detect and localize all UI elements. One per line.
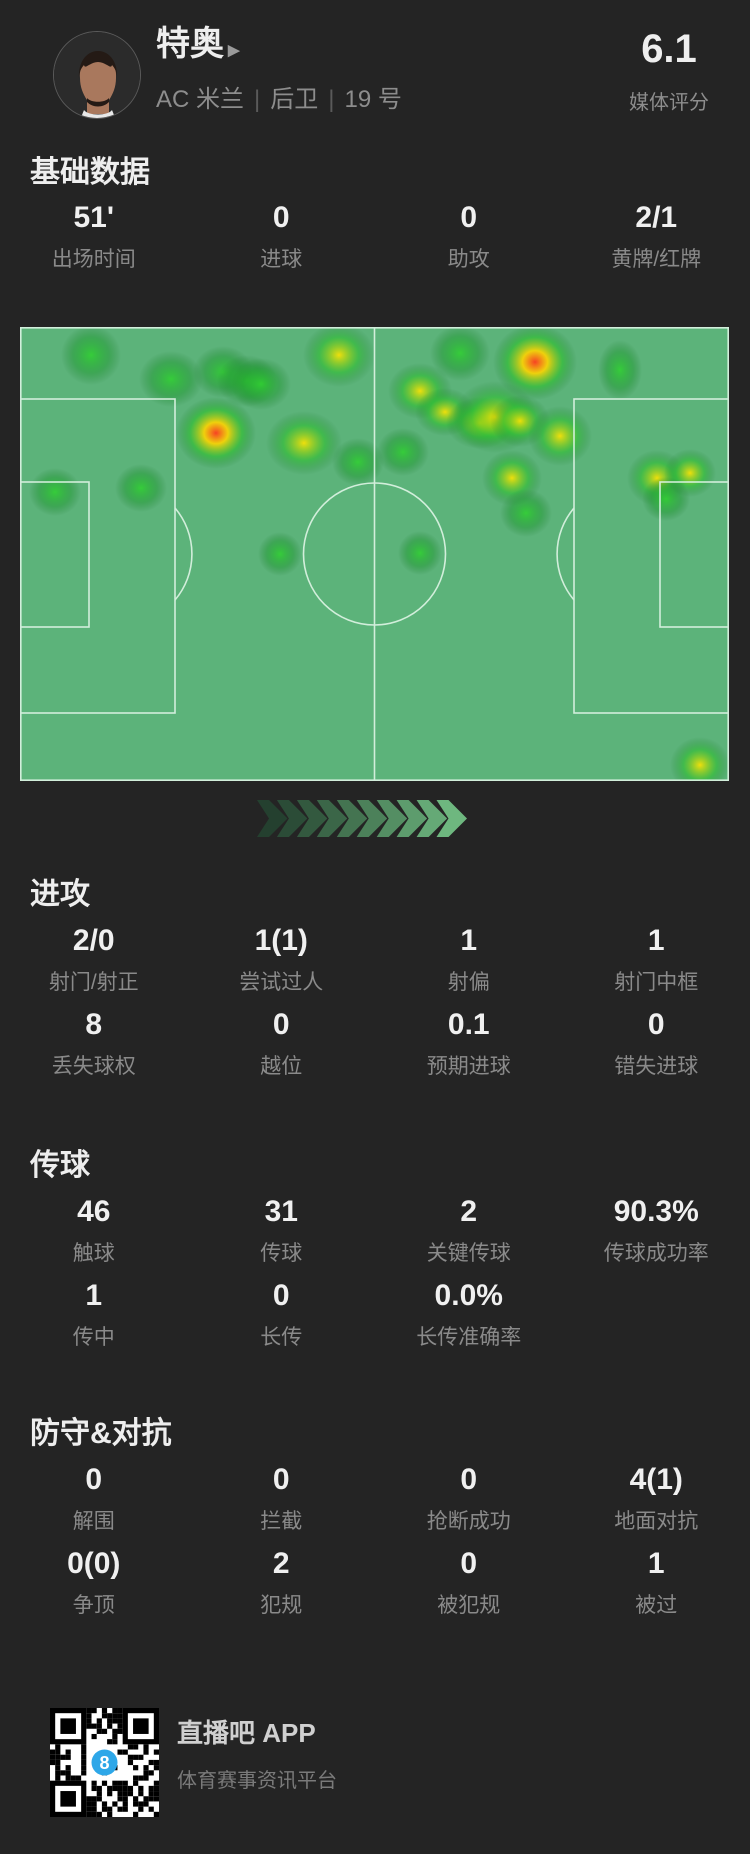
svg-text:8: 8 — [99, 1753, 109, 1773]
